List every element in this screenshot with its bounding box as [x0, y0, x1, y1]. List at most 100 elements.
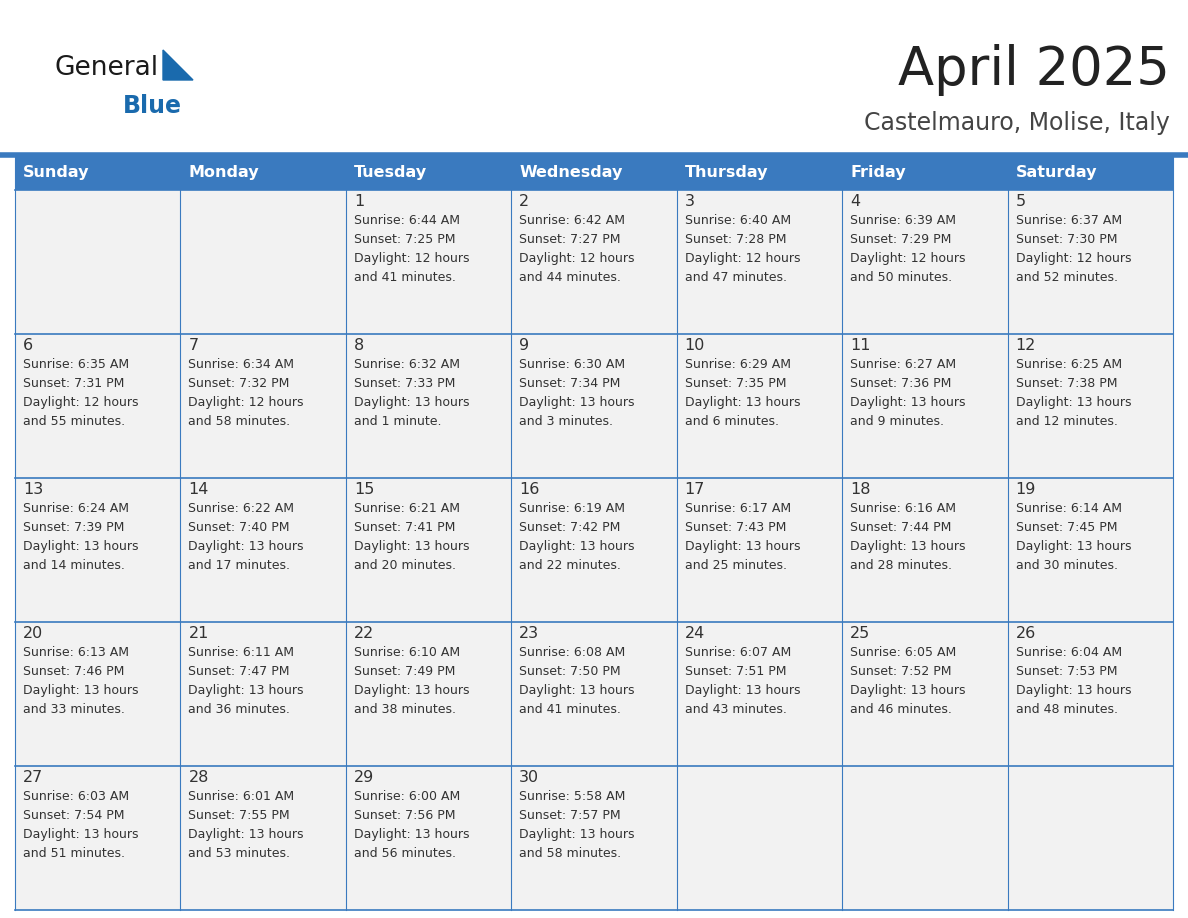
Text: and 33 minutes.: and 33 minutes. [23, 703, 125, 716]
Text: Sunset: 7:34 PM: Sunset: 7:34 PM [519, 377, 620, 390]
Text: 14: 14 [189, 482, 209, 497]
Text: 13: 13 [23, 482, 43, 497]
Text: Daylight: 13 hours: Daylight: 13 hours [851, 396, 966, 409]
Text: Sunset: 7:33 PM: Sunset: 7:33 PM [354, 377, 455, 390]
Text: Sunrise: 6:03 AM: Sunrise: 6:03 AM [23, 790, 129, 803]
Text: and 44 minutes.: and 44 minutes. [519, 271, 621, 284]
Text: Daylight: 13 hours: Daylight: 13 hours [684, 396, 801, 409]
Text: 15: 15 [354, 482, 374, 497]
Text: and 48 minutes.: and 48 minutes. [1016, 703, 1118, 716]
Bar [15, 190, 181, 334]
Text: Sunday: Sunday [23, 165, 89, 180]
Text: Sunrise: 6:14 AM: Sunrise: 6:14 AM [1016, 502, 1121, 515]
Text: Daylight: 13 hours: Daylight: 13 hours [189, 684, 304, 697]
Text: Daylight: 13 hours: Daylight: 13 hours [519, 540, 634, 553]
Bar [346, 190, 511, 334]
Bar [346, 766, 511, 910]
Text: Sunset: 7:32 PM: Sunset: 7:32 PM [189, 377, 290, 390]
Text: Daylight: 12 hours: Daylight: 12 hours [1016, 252, 1131, 265]
Text: and 28 minutes.: and 28 minutes. [851, 559, 952, 572]
Text: Daylight: 13 hours: Daylight: 13 hours [519, 684, 634, 697]
Bar [677, 622, 842, 766]
Text: Daylight: 13 hours: Daylight: 13 hours [1016, 684, 1131, 697]
Text: Daylight: 12 hours: Daylight: 12 hours [519, 252, 634, 265]
Text: Sunrise: 6:16 AM: Sunrise: 6:16 AM [851, 502, 956, 515]
Text: 20: 20 [23, 626, 43, 641]
Text: Sunset: 7:44 PM: Sunset: 7:44 PM [851, 521, 952, 534]
Text: Monday: Monday [189, 165, 259, 180]
Text: Sunrise: 6:25 AM: Sunrise: 6:25 AM [1016, 358, 1121, 371]
Text: and 46 minutes.: and 46 minutes. [851, 703, 952, 716]
Bar [15, 622, 181, 766]
Text: Daylight: 13 hours: Daylight: 13 hours [1016, 396, 1131, 409]
Text: Sunset: 7:27 PM: Sunset: 7:27 PM [519, 233, 621, 246]
Text: Daylight: 13 hours: Daylight: 13 hours [354, 540, 469, 553]
Text: Sunset: 7:53 PM: Sunset: 7:53 PM [1016, 665, 1117, 678]
Text: Sunset: 7:31 PM: Sunset: 7:31 PM [23, 377, 125, 390]
Text: Sunrise: 6:07 AM: Sunrise: 6:07 AM [684, 646, 791, 659]
Bar [842, 190, 1007, 334]
Text: Sunrise: 6:08 AM: Sunrise: 6:08 AM [519, 646, 626, 659]
Text: 16: 16 [519, 482, 539, 497]
Text: Sunset: 7:41 PM: Sunset: 7:41 PM [354, 521, 455, 534]
Text: 18: 18 [851, 482, 871, 497]
Text: Blue: Blue [124, 94, 182, 118]
Text: and 22 minutes.: and 22 minutes. [519, 559, 621, 572]
Text: Sunrise: 6:22 AM: Sunrise: 6:22 AM [189, 502, 295, 515]
Text: Tuesday: Tuesday [354, 165, 426, 180]
Text: Sunset: 7:51 PM: Sunset: 7:51 PM [684, 665, 786, 678]
Text: Sunrise: 6:13 AM: Sunrise: 6:13 AM [23, 646, 129, 659]
Text: 11: 11 [851, 338, 871, 353]
Text: Sunset: 7:36 PM: Sunset: 7:36 PM [851, 377, 952, 390]
Text: and 25 minutes.: and 25 minutes. [684, 559, 786, 572]
Text: Daylight: 13 hours: Daylight: 13 hours [23, 540, 139, 553]
Bar [15, 334, 181, 478]
Text: 22: 22 [354, 626, 374, 641]
Text: 12: 12 [1016, 338, 1036, 353]
Text: 25: 25 [851, 626, 871, 641]
Text: 8: 8 [354, 338, 364, 353]
Bar [346, 334, 511, 478]
Bar [15, 766, 181, 910]
Text: Sunrise: 6:17 AM: Sunrise: 6:17 AM [684, 502, 791, 515]
Text: Daylight: 13 hours: Daylight: 13 hours [519, 828, 634, 841]
Text: Daylight: 12 hours: Daylight: 12 hours [23, 396, 139, 409]
Text: Sunset: 7:39 PM: Sunset: 7:39 PM [23, 521, 125, 534]
Text: Sunset: 7:40 PM: Sunset: 7:40 PM [189, 521, 290, 534]
Text: Saturday: Saturday [1016, 165, 1097, 180]
Text: Sunrise: 6:10 AM: Sunrise: 6:10 AM [354, 646, 460, 659]
Text: and 58 minutes.: and 58 minutes. [189, 415, 291, 428]
Text: Daylight: 13 hours: Daylight: 13 hours [851, 684, 966, 697]
Text: Daylight: 13 hours: Daylight: 13 hours [354, 684, 469, 697]
Text: April 2025: April 2025 [898, 44, 1170, 96]
Text: 30: 30 [519, 770, 539, 785]
Text: and 12 minutes.: and 12 minutes. [1016, 415, 1118, 428]
Text: Daylight: 13 hours: Daylight: 13 hours [1016, 540, 1131, 553]
Bar [511, 190, 677, 334]
Text: and 38 minutes.: and 38 minutes. [354, 703, 456, 716]
Bar [15, 155, 1173, 190]
Text: Sunrise: 6:24 AM: Sunrise: 6:24 AM [23, 502, 129, 515]
Text: Sunrise: 6:01 AM: Sunrise: 6:01 AM [189, 790, 295, 803]
Text: 21: 21 [189, 626, 209, 641]
Text: Sunrise: 6:21 AM: Sunrise: 6:21 AM [354, 502, 460, 515]
Text: Sunrise: 5:58 AM: Sunrise: 5:58 AM [519, 790, 626, 803]
Text: Sunrise: 6:37 AM: Sunrise: 6:37 AM [1016, 214, 1121, 227]
Text: Castelmauro, Molise, Italy: Castelmauro, Molise, Italy [864, 111, 1170, 135]
Bar [1007, 190, 1173, 334]
Text: Sunrise: 6:32 AM: Sunrise: 6:32 AM [354, 358, 460, 371]
Text: General: General [55, 55, 159, 81]
Text: Sunset: 7:52 PM: Sunset: 7:52 PM [851, 665, 952, 678]
Text: and 1 minute.: and 1 minute. [354, 415, 442, 428]
Text: 17: 17 [684, 482, 706, 497]
Text: and 52 minutes.: and 52 minutes. [1016, 271, 1118, 284]
Text: Daylight: 13 hours: Daylight: 13 hours [23, 828, 139, 841]
Text: and 41 minutes.: and 41 minutes. [354, 271, 456, 284]
Text: Daylight: 13 hours: Daylight: 13 hours [684, 540, 801, 553]
Text: 24: 24 [684, 626, 704, 641]
Text: and 41 minutes.: and 41 minutes. [519, 703, 621, 716]
Bar [346, 478, 511, 622]
Bar [511, 334, 677, 478]
Text: Sunset: 7:38 PM: Sunset: 7:38 PM [1016, 377, 1117, 390]
Bar [346, 622, 511, 766]
